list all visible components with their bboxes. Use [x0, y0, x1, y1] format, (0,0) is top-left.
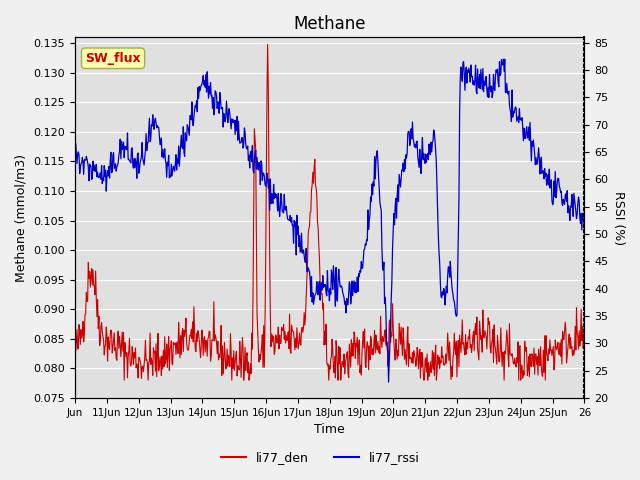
Legend: li77_den, li77_rssi: li77_den, li77_rssi — [216, 446, 424, 469]
Text: SW_flux: SW_flux — [85, 52, 141, 65]
X-axis label: Time: Time — [314, 423, 345, 436]
Y-axis label: Methane (mmol/m3): Methane (mmol/m3) — [15, 154, 28, 282]
Title: Methane: Methane — [294, 15, 366, 33]
Y-axis label: RSSI (%): RSSI (%) — [612, 191, 625, 245]
